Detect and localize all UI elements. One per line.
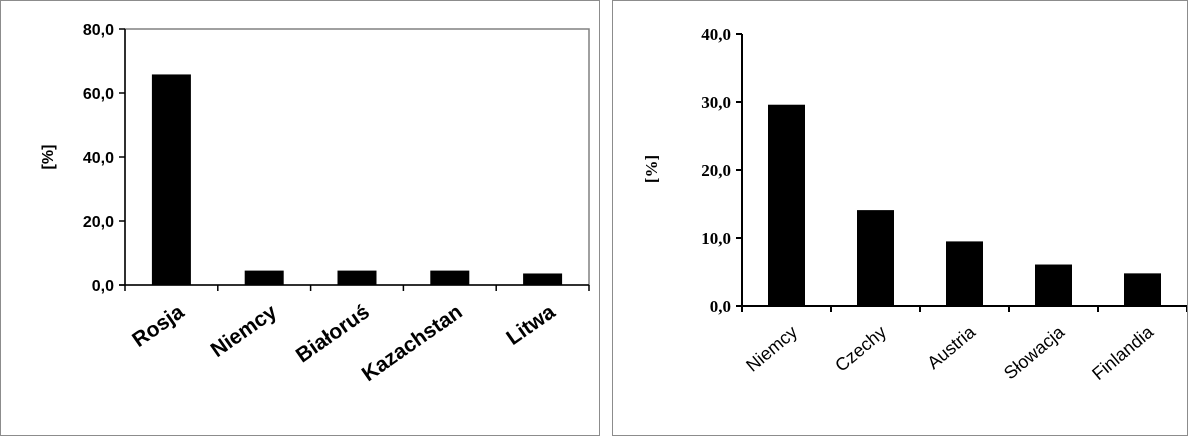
bar-chart-right: 0,0 10,0 20,0 30,0 40,0 Niemcy Czechy Austria Sł…: [642, 25, 1187, 384]
category-label: Niemcy: [207, 300, 282, 362]
y-tick-label: 20,0: [83, 214, 114, 231]
y-tick-label: 0,0: [710, 297, 731, 316]
bar: [337, 270, 377, 285]
bar: [523, 273, 563, 285]
bar: [1124, 273, 1161, 306]
category-label: Kazachstan: [358, 300, 467, 386]
y-tick-label: 20,0: [701, 161, 731, 180]
y-tick-label: 40,0: [83, 150, 114, 167]
y-tick-label: 10,0: [701, 229, 731, 248]
category-label: Czechy: [831, 322, 890, 376]
chart-panel-right: 0,0 10,0 20,0 30,0 40,0 Niemcy Czechy Austria Sł…: [612, 0, 1188, 436]
y-tick-label: 30,0: [701, 93, 731, 112]
plot-frame: [124, 28, 590, 286]
category-label: Niemcy: [742, 322, 801, 376]
bar: [151, 74, 191, 285]
y-axis-title: [%]: [642, 155, 661, 183]
category-label: Rosja: [128, 300, 188, 352]
y-axis-title: [%]: [40, 145, 57, 170]
y-tick-label: 60,0: [83, 86, 114, 103]
bar: [768, 104, 805, 306]
y-tick-label: 40,0: [701, 25, 731, 44]
chart-panel-left: 0,0 20,0 40,0 60,0 80,0 Rosja Niemcy Białoruś Ka…: [0, 0, 600, 436]
category-label: Finlandia: [1088, 321, 1158, 384]
bar: [244, 270, 284, 285]
bar: [430, 270, 470, 285]
bar: [946, 241, 983, 306]
y-tick-label: 80,0: [83, 22, 114, 39]
category-label: Austria: [923, 321, 980, 373]
y-tick-label: 0,0: [92, 278, 114, 295]
category-label: Słowacja: [1000, 321, 1069, 383]
category-label: Litwa: [502, 300, 559, 350]
bar: [1035, 264, 1072, 306]
bar: [857, 210, 894, 306]
category-label: Białoruś: [292, 300, 374, 367]
bar-chart-left: 0,0 20,0 40,0 60,0 80,0 Rosja Niemcy BiałoruśKa…: [40, 22, 590, 386]
